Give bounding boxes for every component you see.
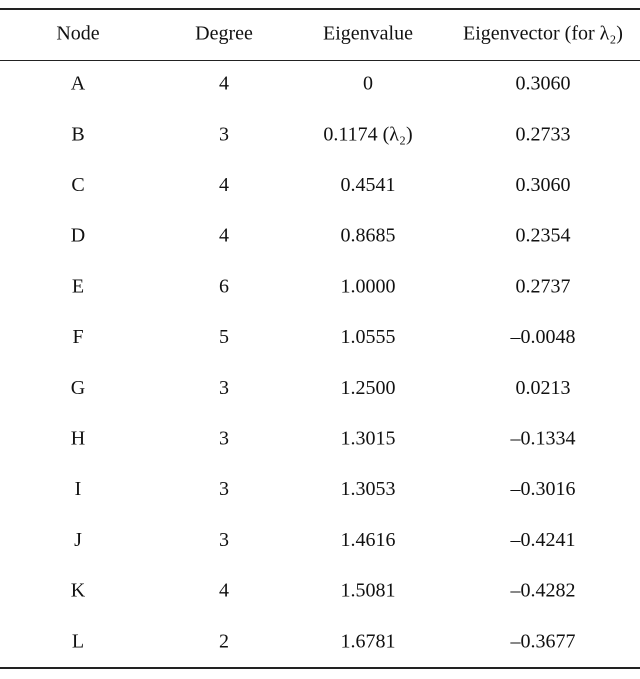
- table-cell: 1.0555: [341, 326, 396, 348]
- table-cell: I: [75, 478, 82, 500]
- table-cell: 4: [219, 580, 229, 602]
- table-cell: 3: [219, 427, 229, 449]
- table-cell: 0.3060: [516, 73, 571, 95]
- table-cell: 1.0000: [341, 275, 396, 297]
- table-cell: –0.3016: [510, 478, 576, 500]
- table-cell: 5: [219, 326, 229, 348]
- table-cell: –0.3677: [510, 630, 576, 652]
- table-cell: 3: [219, 529, 229, 551]
- table-cell: 0.4541: [341, 174, 396, 196]
- table-cell: 0.2733: [516, 123, 571, 145]
- header-cell: Eigenvector (for λ₂): [463, 23, 623, 45]
- header-cell: Degree: [195, 23, 253, 45]
- table-cell: 3: [219, 377, 229, 399]
- table-cell: 1.2500: [341, 377, 396, 399]
- table-cell: 4: [219, 174, 229, 196]
- table-cell: E: [72, 275, 84, 297]
- table-cell: 1.4616: [341, 529, 396, 551]
- table-cell: –0.4241: [510, 529, 576, 551]
- table-cell: 6: [219, 275, 229, 297]
- table-cell: 2: [219, 630, 229, 652]
- table-cell: 3: [219, 123, 229, 145]
- table-cell: 1.3053: [341, 478, 396, 500]
- table-cell: A: [71, 73, 86, 95]
- table-cell: 0.3060: [516, 174, 571, 196]
- table-cell: 4: [219, 73, 229, 95]
- table-cell: 4: [219, 225, 229, 247]
- table-cell: D: [71, 225, 85, 247]
- table-cell: H: [71, 427, 85, 449]
- table-cell: 1.5081: [341, 580, 396, 602]
- table-cell: J: [74, 529, 82, 551]
- table-cell: 1.6781: [341, 630, 396, 652]
- table-cell: 0.8685: [341, 225, 396, 247]
- header-cell: Node: [56, 23, 99, 45]
- table-cell: 0: [363, 73, 373, 95]
- table-cell: K: [71, 580, 86, 602]
- table-cell: –0.1334: [510, 427, 576, 449]
- table-cell: L: [72, 630, 84, 652]
- table-cell: F: [72, 326, 83, 348]
- header-cell: Eigenvalue: [323, 23, 413, 45]
- table-cell: 0.2737: [516, 275, 571, 297]
- table-cell: 1.3015: [341, 427, 396, 449]
- table-cell: –0.0048: [510, 326, 576, 348]
- table-cell: –0.4282: [510, 580, 576, 602]
- table-cell: B: [71, 123, 84, 145]
- table-cell: 0.2354: [516, 225, 571, 247]
- table-cell: C: [71, 174, 84, 196]
- table-cell: G: [71, 377, 85, 399]
- table-cell: 3: [219, 478, 229, 500]
- table-cell: 0.1174 (λ₂): [323, 123, 412, 145]
- table-cell: 0.0213: [516, 377, 571, 399]
